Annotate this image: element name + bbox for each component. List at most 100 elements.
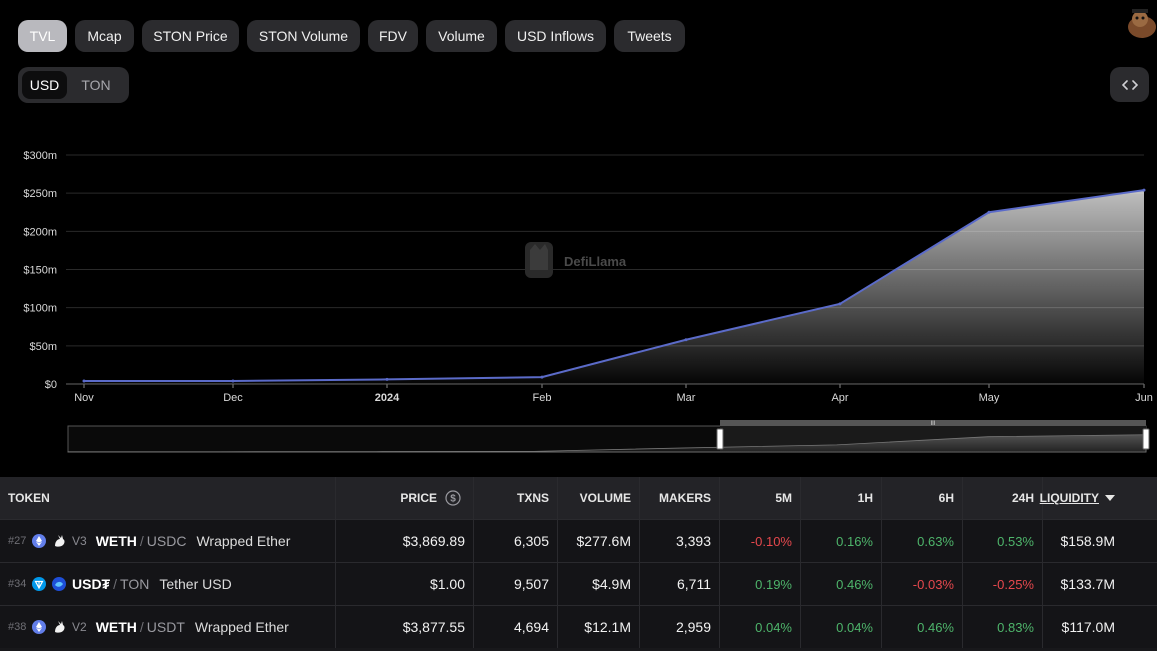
pair-separator: / [113,576,118,592]
x-tick-label: Mar [677,392,696,404]
rank: #34 [8,578,27,590]
tab-mcap[interactable]: Mcap [75,20,134,52]
watermark: DefiLlama [525,242,627,278]
header-24h[interactable]: 24H [963,477,1043,519]
ethereum-icon [32,620,46,634]
rabbit-icon [52,620,66,634]
price-cell: $3,869.89 [336,520,474,562]
price-cell: $3,877.55 [336,606,474,648]
header-txns[interactable]: TXNS [474,477,558,519]
price-cell: $1.00 [336,563,474,605]
version-label: V2 [72,620,87,634]
data-point [838,302,842,306]
y-tick-label: $100m [23,303,57,315]
currency-usd-button[interactable]: USD [22,71,67,99]
rank: #27 [8,535,27,547]
txns-cell: 6,305 [474,520,558,562]
table-row[interactable]: #27 V3 WETH / USDC Wrapped Ether $3,869.… [0,519,1157,562]
dollar-icon[interactable]: $ [445,490,461,506]
token-name: Wrapped Ether [196,533,291,549]
tab-ston-price[interactable]: STON Price [142,20,239,52]
tab-ston-volume[interactable]: STON Volume [247,20,360,52]
change-1h-cell: 0.46% [801,563,882,605]
header-1h[interactable]: 1H [801,477,882,519]
token-cell: #34 USD₮ / TON Tether USD [0,563,336,605]
header-volume[interactable]: VOLUME [558,477,640,519]
x-tick-label: Dec [223,392,243,404]
tvl-area [84,190,1144,384]
range-slider-bar[interactable] [720,420,1146,426]
token-name: Tether USD [159,576,232,592]
y-tick-label: $300m [23,150,57,162]
tab-tvl[interactable]: TVL [18,20,67,52]
change-24h-cell: -0.25% [963,563,1043,605]
volume-cell: $12.1M [558,606,640,648]
header-liquidity[interactable]: LIQUIDITY [1040,477,1137,519]
pair-separator: / [139,619,144,635]
makers-cell: 2,959 [640,606,720,648]
tab-tweets[interactable]: Tweets [614,20,685,52]
svg-text:$: $ [450,494,456,505]
x-tick-label: Jun [1135,392,1153,404]
change-5m-cell: -0.10% [720,520,801,562]
x-tick-label: May [979,392,1000,404]
x-tick-label: 2024 [375,392,400,404]
volume-cell: $277.6M [558,520,640,562]
base-symbol: USD₮ [72,576,111,592]
change-1h-cell: 0.04% [801,606,882,648]
header-price[interactable]: PRICE $ [336,477,474,519]
change-6h-cell: 0.63% [882,520,963,562]
change-1h-cell: 0.16% [801,520,882,562]
token-cell: #38 V2 WETH / USDT Wrapped Ether [0,606,336,648]
pair-separator: / [139,533,144,549]
tvl-line [84,189,1145,382]
header-6h[interactable]: 6H [882,477,963,519]
data-point [385,377,389,381]
tab-fdv[interactable]: FDV [368,20,418,52]
currency-ton-button[interactable]: TON [81,77,111,93]
y-tick-label: $200m [23,226,57,238]
ethereum-icon [32,534,46,548]
header-5m[interactable]: 5M [720,477,801,519]
version-label: V3 [72,534,87,548]
change-24h-cell: 0.53% [963,520,1043,562]
x-axis: Nov Dec 2024 Feb Mar Apr May Jun [66,383,1153,404]
volume-cell: $4.9M [558,563,640,605]
token-cell: #27 V3 WETH / USDC Wrapped Ether [0,520,336,562]
range-handle-left[interactable] [716,428,724,450]
header-makers[interactable]: MAKERS [640,477,720,519]
data-point [684,338,688,342]
txns-cell: 9,507 [474,563,558,605]
embed-button[interactable] [1110,67,1149,102]
change-24h-cell: 0.83% [963,606,1043,648]
data-point [987,210,991,214]
y-axis: $0 $50m $100m $150m $200m $250m $300m [23,150,57,391]
avatar[interactable] [1122,5,1157,40]
quote-symbol: TON [120,576,150,592]
base-symbol: WETH [95,533,137,549]
pairs-table: TOKEN PRICE $ TXNS VOLUME MAKERS 5M 1H 6… [0,477,1157,651]
currency-toggle: USD TON [18,67,129,103]
rank: #38 [8,621,27,633]
table-row[interactable]: #38 V2 WETH / USDT Wrapped Ether $3,877.… [0,605,1157,648]
range-slider-grip: III [930,421,935,427]
tab-usd-inflows[interactable]: USD Inflows [505,20,606,52]
change-5m-cell: 0.04% [720,606,801,648]
rabbit-icon [52,534,66,548]
y-tick-label: $150m [23,265,57,277]
avatar-image [1128,9,1156,38]
liquidity-cell: $133.7M [1060,576,1115,592]
code-icon [1121,79,1138,90]
liquidity-cell: $158.9M [1060,533,1115,549]
tab-volume[interactable]: Volume [426,20,497,52]
change-5m-cell: 0.19% [720,563,801,605]
tvl-chart: $0 $50m $100m $150m $200m $250m $300m Nov Dec 20… [23,150,1153,453]
range-handle-right[interactable] [1142,428,1150,450]
header-token[interactable]: TOKEN [0,477,336,519]
table-row[interactable]: #34 USD₮ / TON Tether USD $1.00 9,507 $4… [0,562,1157,605]
range-slider[interactable]: III [67,420,1150,453]
txns-cell: 4,694 [474,606,558,648]
token-name: Wrapped Ether [194,619,289,635]
tvl-points [82,188,1146,383]
sort-down-icon [1105,495,1115,501]
